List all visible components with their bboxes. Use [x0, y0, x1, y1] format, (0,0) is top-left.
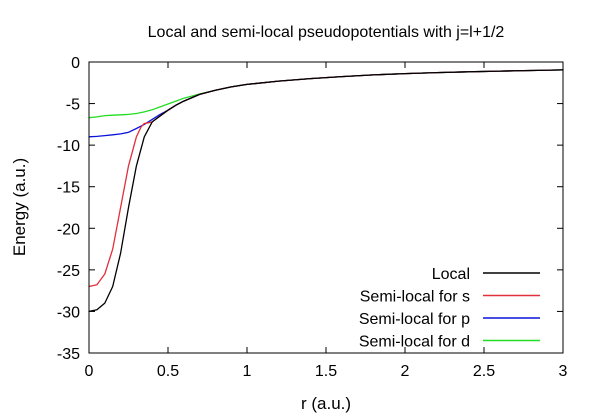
legend: Local Semi-local for s Semi-local for p Sem… — [359, 266, 540, 351]
y-tick-label: -25 — [57, 263, 80, 280]
x-tick-label: 0 — [85, 363, 94, 380]
y-axis-label: Energy (a.u.) — [10, 158, 29, 256]
x-tick-label: 3 — [559, 363, 568, 380]
series-layer — [88, 69, 564, 313]
y-tick-label: -10 — [57, 138, 80, 155]
x-axis-ticks: 0 0.5 1 1.5 2 2.5 3 — [85, 62, 568, 380]
series-line-0 — [88, 69, 564, 313]
y-tick-label: -20 — [57, 221, 80, 238]
legend-label-2: Semi-local for p — [359, 311, 470, 328]
series-line-1 — [88, 69, 564, 288]
legend-label-1: Semi-local for s — [360, 289, 470, 306]
legend-label-3: Semi-local for d — [359, 334, 470, 351]
x-tick-label: 1.5 — [315, 363, 337, 380]
y-tick-label: -35 — [57, 346, 80, 363]
x-tick-label: 2.5 — [473, 363, 495, 380]
y-tick-label: 0 — [71, 55, 80, 72]
x-tick-label: 2 — [401, 363, 410, 380]
chart-title: Local and semi-local pseudopotentials wi… — [148, 24, 505, 41]
x-axis-label: r (a.u.) — [301, 394, 351, 413]
y-axis-ticks: 0 -5 -10 -15 -20 -25 -30 -35 — [57, 55, 563, 363]
legend-label-0: Local — [432, 266, 470, 283]
plot-frame — [88, 61, 564, 354]
x-tick-label: 0.5 — [157, 363, 179, 380]
x-tick-label: 1 — [243, 363, 252, 380]
y-tick-label: -30 — [57, 304, 80, 321]
y-tick-label: -15 — [57, 180, 80, 197]
series-line-2 — [88, 69, 564, 138]
y-tick-label: -5 — [66, 97, 80, 114]
